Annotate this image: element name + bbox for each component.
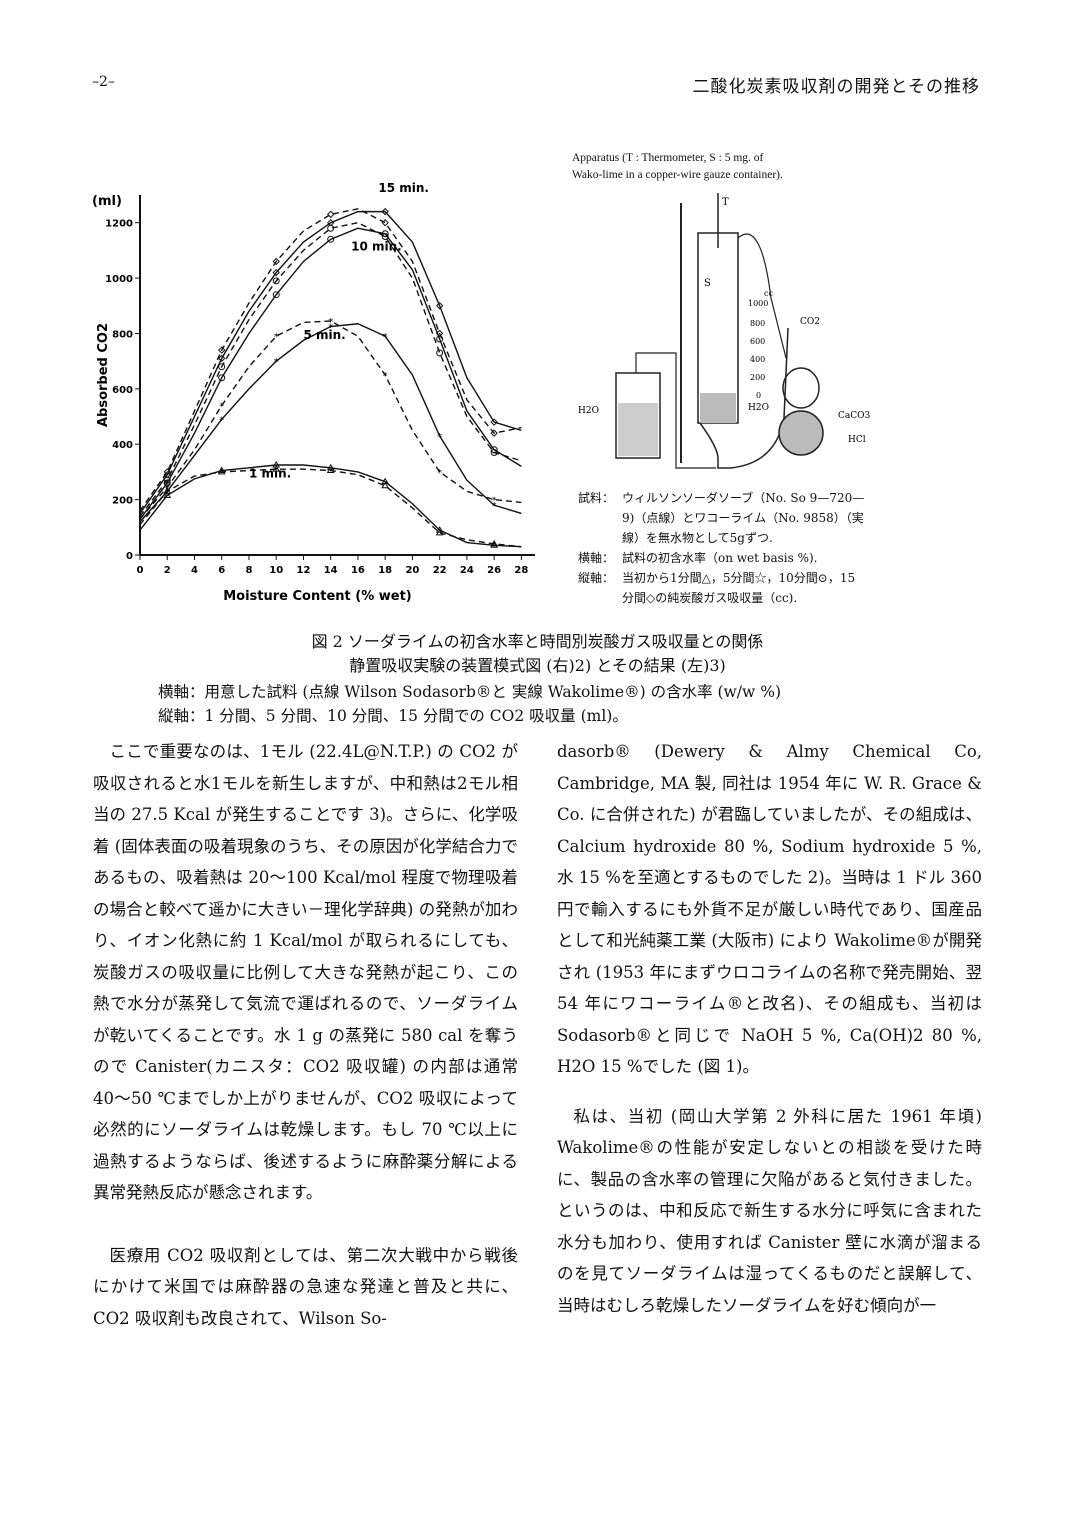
legend-y-key: 縦軸： xyxy=(578,568,622,588)
y-tick-label: 200 xyxy=(112,496,133,507)
apparatus-scale-800: 800 xyxy=(750,319,765,328)
legend-y-text-2: 分間◇の純炭酸ガス吸収量（cc). xyxy=(622,588,797,608)
y-tick-label: 400 xyxy=(112,440,133,451)
apparatus-caption-line2: Wako-lime in a copper-wire gauze contain… xyxy=(572,167,902,184)
x-tick-label: 20 xyxy=(405,565,419,576)
chart-series: ************** xyxy=(140,209,521,548)
figure-caption: 図 2 ソーダライムの初含水率と時間別炭酸ガス吸収量との関係 静置吸収実験の装置… xyxy=(0,628,1075,676)
apparatus-label-s: S xyxy=(704,278,711,289)
apparatus-label-t: T xyxy=(722,197,729,208)
data-point xyxy=(382,220,388,226)
x-tick-label: 16 xyxy=(351,565,365,576)
apparatus-label-h2o-right: H2O xyxy=(748,403,769,413)
series-annotation: 1 min. xyxy=(249,466,291,480)
y-tick-label: 600 xyxy=(112,385,133,396)
x-tick-label: 12 xyxy=(296,565,310,576)
legend-sample-key: 試料： xyxy=(578,488,622,508)
data-point: * xyxy=(274,332,279,343)
chart-axes xyxy=(135,195,535,560)
apparatus-scale-600: 600 xyxy=(750,337,765,346)
legend-x-key: 横軸： xyxy=(578,548,622,568)
x-tick-label: 22 xyxy=(433,565,447,576)
apparatus-scale-1000: 1000 xyxy=(748,299,768,308)
x-tick-label: 0 xyxy=(137,565,144,576)
apparatus-caption: Apparatus (T : Thermometer, S : 5 mg. of… xyxy=(572,150,902,184)
x-tick-label: 6 xyxy=(218,565,225,576)
data-point: * xyxy=(437,468,442,479)
x-tick-label: 4 xyxy=(191,565,198,576)
y-unit-label: (ml) xyxy=(92,194,122,209)
apparatus-label-h2o-left: H2O xyxy=(578,406,599,416)
running-title: 二酸化炭素吸収剤の開発とその推移 xyxy=(693,72,981,97)
apparatus-label-caco3: CaCO3 xyxy=(838,411,871,421)
series-line xyxy=(140,324,521,522)
legend-sample-text-2: 9)（点線）とワコーライム（No. 9858）（実 xyxy=(622,508,864,528)
figure-caption-line2: 静置吸収実験の装置模式図 (右)2) とその結果 (左)3) xyxy=(0,652,1075,676)
series-line xyxy=(140,469,521,547)
data-point: * xyxy=(328,317,333,328)
apparatus-scale-400: 400 xyxy=(750,355,765,364)
x-tick-label: 8 xyxy=(245,565,252,576)
right-paragraph-2: 私は、当初 (岡山大学第 2 外科に居た 1961 年頃) Wakolime®の… xyxy=(557,1101,982,1322)
data-point: * xyxy=(219,401,224,412)
x-tick-label: 10 xyxy=(269,565,283,576)
apparatus-caption-line1: Apparatus (T : Thermometer, S : 5 mg. of xyxy=(572,150,902,167)
absorption-chart: ************** 0 2 4 6 8 10 12 14 16 18 20 22 24 26 28… xyxy=(85,180,555,620)
data-point xyxy=(437,350,443,356)
series-annotation: 15 min. xyxy=(378,181,429,195)
right-paragraph-1: dasorb® (Dewery & Almy Chemical Co, Camb… xyxy=(557,736,982,1083)
legend-y-text-1: 当初から1分間△，5分間☆，10分間⊙，15 xyxy=(622,568,855,588)
data-point: * xyxy=(383,332,388,343)
series-line xyxy=(140,465,521,547)
y-tick-label: 800 xyxy=(112,329,133,340)
apparatus-diagram: T S cc 1000 800 600 400 200 0 CO2 H2O H2… xyxy=(556,148,906,478)
data-point: * xyxy=(383,371,388,382)
y-tick-label: 1000 xyxy=(105,274,133,285)
series-annotation: 10 min. xyxy=(351,239,402,253)
x-tick-label: 18 xyxy=(378,565,392,576)
figure-note-x: 横軸：用意した試料 (点線 Wilson Sodasorb®と 実線 Wakol… xyxy=(158,680,781,704)
apparatus-label-hcl: HCl xyxy=(848,435,866,445)
data-point: * xyxy=(492,496,497,507)
figure-legend: 試料： ウィルソンソーダソーブ（No. So 9—720— 9)（点線）とワコーラ… xyxy=(578,488,908,608)
data-point: * xyxy=(274,357,279,368)
figure-caption-line1: 図 2 ソーダライムの初含水率と時間別炭酸ガス吸収量との関係 xyxy=(0,628,1075,652)
x-tick-label: 26 xyxy=(487,565,501,576)
left-paragraph-2: 医療用 CO2 吸収剤としては、第二次大戦中から戦後にかけて米国では麻酔器の急速… xyxy=(93,1240,518,1335)
x-tick-label: 2 xyxy=(164,565,171,576)
left-column: ここで重要なのは、1モル (22.4L@N.T.P.) の CO2 が吸収される… xyxy=(93,736,518,1334)
y-tick-label: 1200 xyxy=(105,219,133,230)
apparatus-scale-200: 200 xyxy=(750,373,765,382)
series-annotation: 5 min. xyxy=(303,328,345,342)
y-tick-label: 0 xyxy=(126,551,133,562)
apparatus-label-co2: CO2 xyxy=(800,317,820,327)
right-column: dasorb® (Dewery & Almy Chemical Co, Camb… xyxy=(557,736,982,1321)
legend-x-text: 試料の初含水率（on wet basis %). xyxy=(622,548,817,568)
figure-notes: 横軸：用意した試料 (点線 Wilson Sodasorb®と 実線 Wakol… xyxy=(158,680,781,728)
x-axis-label: Moisture Content (% wet) xyxy=(223,589,412,604)
apparatus-label-cc: cc xyxy=(764,289,773,298)
x-tick-label: 24 xyxy=(460,565,474,576)
x-tick-label: 14 xyxy=(324,565,338,576)
data-point: * xyxy=(437,432,442,443)
data-point: * xyxy=(219,415,224,426)
x-tick-label: 28 xyxy=(514,565,528,576)
legend-sample-text-3: 線）を無水物として5gずつ. xyxy=(622,528,773,548)
left-paragraph-1: ここで重要なのは、1モル (22.4L@N.T.P.) の CO2 が吸収される… xyxy=(93,736,518,1209)
y-axis-label: Absorbed CO2 xyxy=(96,323,111,427)
figure-note-y: 縦軸：1 分間、5 分間、10 分間、15 分間での CO2 吸収量 (ml)。 xyxy=(158,704,781,728)
legend-sample-text-1: ウィルソンソーダソーブ（No. So 9—720— xyxy=(622,488,864,508)
page-number: –2– xyxy=(92,74,115,90)
apparatus-scale-0: 0 xyxy=(756,391,761,400)
